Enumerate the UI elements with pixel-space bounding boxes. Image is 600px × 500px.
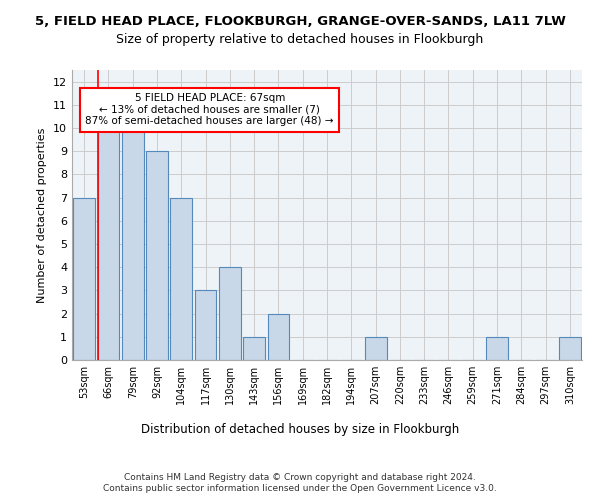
Bar [170, 198, 192, 360]
Bar [219, 267, 241, 360]
Bar [243, 337, 265, 360]
Bar [194, 290, 217, 360]
Text: Contains public sector information licensed under the Open Government Licence v3: Contains public sector information licen… [103, 484, 497, 493]
Bar [122, 128, 143, 360]
Text: Distribution of detached houses by size in Flookburgh: Distribution of detached houses by size … [141, 422, 459, 436]
Bar [97, 128, 119, 360]
Y-axis label: Number of detached properties: Number of detached properties [37, 128, 47, 302]
Text: 5 FIELD HEAD PLACE: 67sqm
← 13% of detached houses are smaller (7)
87% of semi-d: 5 FIELD HEAD PLACE: 67sqm ← 13% of detac… [85, 93, 334, 126]
Bar [146, 151, 168, 360]
Bar [73, 198, 95, 360]
Bar [486, 337, 508, 360]
Text: Contains HM Land Registry data © Crown copyright and database right 2024.: Contains HM Land Registry data © Crown c… [124, 472, 476, 482]
Bar [365, 337, 386, 360]
Text: 5, FIELD HEAD PLACE, FLOOKBURGH, GRANGE-OVER-SANDS, LA11 7LW: 5, FIELD HEAD PLACE, FLOOKBURGH, GRANGE-… [35, 15, 565, 28]
Text: Size of property relative to detached houses in Flookburgh: Size of property relative to detached ho… [116, 32, 484, 46]
Bar [268, 314, 289, 360]
Bar [559, 337, 581, 360]
